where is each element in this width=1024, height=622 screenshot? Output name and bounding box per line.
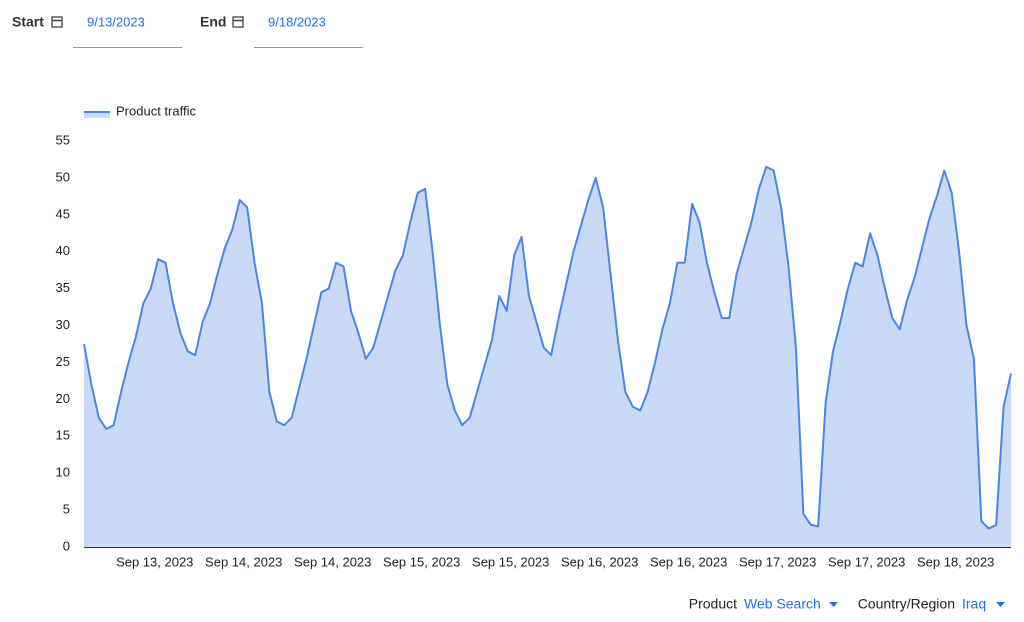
y-tick-label: 45 [56, 206, 70, 221]
y-tick-label: 40 [56, 243, 70, 258]
x-tick-label: Sep 15, 2023 [472, 554, 549, 569]
product-label: Product [689, 596, 737, 612]
x-tick-label: Sep 17, 2023 [739, 554, 816, 569]
product-dropdown[interactable]: Web Search [744, 596, 838, 612]
chart: 0 5 10 15 20 25 30 35 40 45 50 55 Product traffic Sep… [56, 103, 1012, 569]
legend-label: Product traffic [116, 103, 196, 118]
x-tick-label: Sep 18, 2023 [917, 554, 994, 569]
y-tick-label: 0 [63, 538, 70, 553]
region-dropdown[interactable]: Iraq [962, 596, 1005, 612]
x-tick-label: Sep 16, 2023 [650, 554, 727, 569]
end-label: End [200, 14, 226, 30]
y-tick-label: 50 [56, 169, 70, 184]
product-value[interactable]: Web Search [744, 596, 821, 612]
y-tick-label: 15 [56, 428, 70, 443]
y-tick-label: 20 [56, 391, 70, 406]
calendar-icon [232, 16, 244, 28]
y-tick-label: 55 [56, 132, 70, 147]
x-tick-label: Sep 16, 2023 [561, 554, 638, 569]
y-tick-label: 10 [56, 465, 70, 480]
start-date-input[interactable]: 9/13/2023 [73, 14, 182, 48]
y-tick-label: 30 [56, 317, 70, 332]
x-tick-label: Sep 14, 2023 [294, 554, 371, 569]
end-date-value[interactable]: 9/18/2023 [268, 14, 326, 29]
x-tick-label: Sep 14, 2023 [205, 554, 282, 569]
start-label: Start [12, 14, 44, 30]
region-value[interactable]: Iraq [962, 596, 986, 612]
x-tick-label: Sep 15, 2023 [383, 554, 460, 569]
end-date-input[interactable]: 9/18/2023 [254, 14, 363, 48]
x-tick-label: Sep 17, 2023 [828, 554, 905, 569]
dropdown-arrow [996, 602, 1005, 607]
dropdown-arrow [829, 602, 838, 607]
calendar-icon [51, 16, 63, 28]
region-label: Country/Region [858, 596, 955, 612]
y-tick-label: 35 [56, 280, 70, 295]
area-fill [84, 166, 1011, 547]
y-tick-label: 25 [56, 354, 70, 369]
start-date-value[interactable]: 9/13/2023 [87, 14, 145, 29]
legend-swatch [84, 112, 110, 118]
x-tick-label: Sep 13, 2023 [116, 554, 193, 569]
series-line [83, 165, 1012, 530]
y-tick-label: 5 [63, 502, 70, 517]
